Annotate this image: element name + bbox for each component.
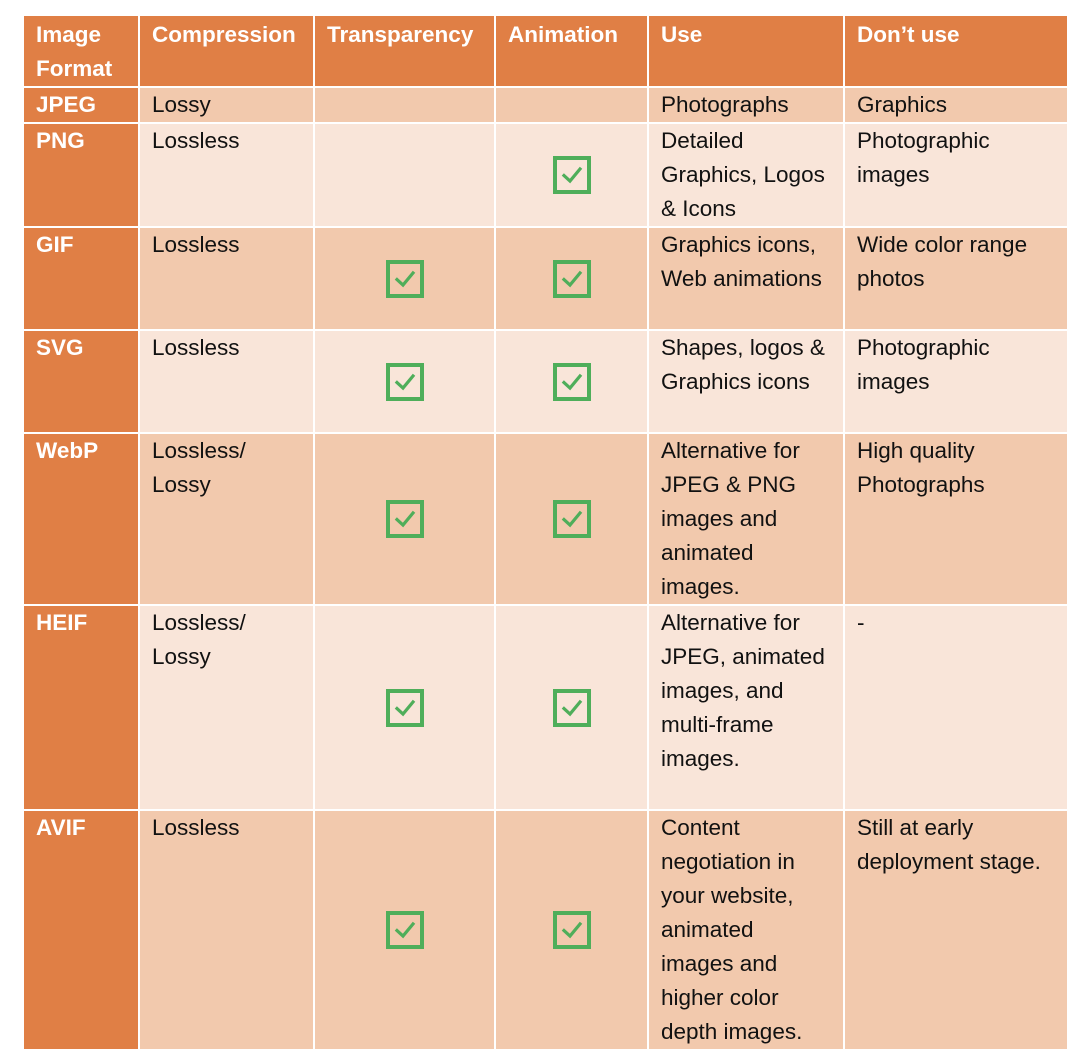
- checkbox-checked-icon: [552, 362, 591, 401]
- table-row: PNG Lossless Detailed Graphics, Logos & …: [22, 122, 1069, 228]
- format-cell: HEIF: [22, 604, 140, 811]
- compression-cell: Lossless: [138, 329, 315, 434]
- animation-cell: [494, 604, 649, 811]
- compression-cell: Lossy: [138, 86, 315, 124]
- compression-cell: Lossless/ Lossy: [138, 432, 315, 606]
- transparency-cell: [313, 432, 496, 606]
- animation-cell: [494, 122, 649, 228]
- dont-use-cell: -: [843, 604, 1069, 811]
- transparency-cell: [313, 122, 496, 228]
- format-cell: JPEG: [22, 86, 140, 124]
- header-image-format: Image Format: [22, 14, 140, 88]
- use-cell: Graphics icons, Web animations: [647, 226, 845, 331]
- transparency-cell: [313, 86, 496, 124]
- format-cell: SVG: [22, 329, 140, 434]
- dont-use-cell: Still at early deployment stage.: [843, 809, 1069, 1051]
- animation-cell: [494, 226, 649, 331]
- checkbox-checked-icon: [385, 259, 424, 298]
- header-transparency: Transparency: [313, 14, 496, 88]
- compression-cell: Lossless: [138, 226, 315, 331]
- table-row: JPEG Lossy Photographs Graphics: [22, 86, 1069, 124]
- image-format-table: Image Format Compression Transparency An…: [22, 14, 1069, 1051]
- dont-use-cell: Photographic images: [843, 329, 1069, 434]
- animation-cell: [494, 86, 649, 124]
- checkbox-checked-icon: [552, 259, 591, 298]
- header-use: Use: [647, 14, 845, 88]
- checkbox-checked-icon: [552, 156, 591, 194]
- table-row: GIF Lossless Graphics icons, Web animati…: [22, 226, 1069, 331]
- transparency-cell: [313, 604, 496, 811]
- checkbox-checked-icon: [385, 911, 424, 949]
- animation-cell: [494, 432, 649, 606]
- use-cell: Detailed Graphics, Logos & Icons: [647, 122, 845, 228]
- table-row: SVG Lossless Shapes, logos & Graphics ic…: [22, 329, 1069, 434]
- format-cell: AVIF: [22, 809, 140, 1051]
- format-cell: WebP: [22, 432, 140, 606]
- use-cell: Alternative for JPEG, animated images, a…: [647, 604, 845, 811]
- checkbox-checked-icon: [552, 500, 591, 538]
- header-animation: Animation: [494, 14, 649, 88]
- format-cell: PNG: [22, 122, 140, 228]
- table-row: WebP Lossless/ Lossy Alternative for JPE…: [22, 432, 1069, 606]
- table-row: HEIF Lossless/ Lossy Alternative for JPE…: [22, 604, 1069, 811]
- animation-cell: [494, 329, 649, 434]
- dont-use-cell: Photographic images: [843, 122, 1069, 228]
- use-cell: Shapes, logos & Graphics icons: [647, 329, 845, 434]
- table-container: Image Format Compression Transparency An…: [22, 14, 1069, 1051]
- transparency-cell: [313, 329, 496, 434]
- header-dont-use: Don’t use: [843, 14, 1069, 88]
- checkbox-checked-icon: [385, 362, 424, 401]
- dont-use-cell: Graphics: [843, 86, 1069, 124]
- checkbox-checked-icon: [385, 688, 424, 727]
- checkbox-checked-icon: [552, 911, 591, 949]
- animation-cell: [494, 809, 649, 1051]
- dont-use-cell: High quality Photographs: [843, 432, 1069, 606]
- header-row: Image Format Compression Transparency An…: [22, 14, 1069, 88]
- table-row: AVIF Lossless Content negotiation in you…: [22, 809, 1069, 1051]
- header-compression: Compression: [138, 14, 315, 88]
- compression-cell: Lossless: [138, 809, 315, 1051]
- checkbox-checked-icon: [385, 500, 424, 538]
- transparency-cell: [313, 226, 496, 331]
- use-cell: Photographs: [647, 86, 845, 124]
- transparency-cell: [313, 809, 496, 1051]
- format-cell: GIF: [22, 226, 140, 331]
- use-cell: Content negotiation in your website, ani…: [647, 809, 845, 1051]
- checkbox-checked-icon: [552, 688, 591, 727]
- compression-cell: Lossless: [138, 122, 315, 228]
- use-cell: Alternative for JPEG & PNG images and an…: [647, 432, 845, 606]
- dont-use-cell: Wide color range photos: [843, 226, 1069, 331]
- compression-cell: Lossless/ Lossy: [138, 604, 315, 811]
